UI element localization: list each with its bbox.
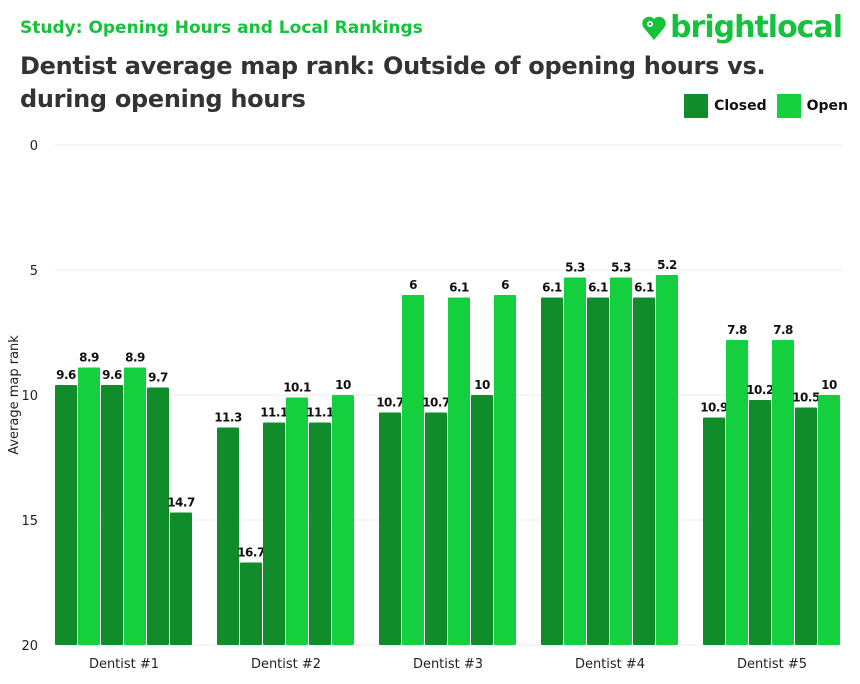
data-label: 6.1 (542, 281, 562, 295)
bar-open (494, 295, 516, 645)
legend-label: Closed (714, 98, 767, 114)
data-label: 7.8 (773, 323, 793, 337)
data-label: 6 (409, 278, 417, 292)
bar-closed (795, 407, 817, 645)
bar-closed (240, 562, 262, 645)
bar-open (610, 277, 632, 645)
bar-open (286, 397, 308, 645)
data-label: 10.7 (376, 396, 404, 410)
data-label: 6.1 (449, 281, 469, 295)
data-label: 8.9 (125, 351, 145, 365)
data-label: 9.6 (102, 368, 122, 382)
bar-closed (263, 422, 285, 645)
bar-closed (101, 385, 123, 645)
x-tick-label: Dentist #4 (575, 657, 645, 672)
data-label: 10.9 (700, 401, 728, 415)
bar-closed (55, 385, 77, 645)
y-tick-label: 0 (30, 139, 38, 154)
data-label: 7.8 (727, 323, 747, 337)
data-label: 11.1 (306, 406, 334, 420)
y-axis-label: Average map rank (7, 335, 22, 455)
legend-swatch-open (776, 94, 801, 118)
bar-closed (170, 512, 192, 645)
data-label: 10.5 (792, 391, 820, 405)
data-label: 10.7 (422, 396, 450, 410)
legend-open[interactable]: Open (776, 94, 848, 118)
bar-closed (587, 297, 609, 645)
data-label: 9.6 (56, 368, 76, 382)
bar-closed (749, 400, 771, 645)
data-label: 11.3 (214, 411, 242, 425)
bar-closed (147, 387, 169, 645)
legend-label: Open (806, 98, 848, 114)
data-label: 5.3 (611, 261, 631, 275)
bar-closed (633, 297, 655, 645)
bar-closed (471, 395, 493, 645)
chart-title: Dentist average map rank: Outside of ope… (20, 52, 766, 113)
legend: Closed Open (684, 94, 848, 118)
bar-closed (379, 412, 401, 645)
x-tick-label: Dentist #2 (251, 657, 321, 672)
bar-open (448, 297, 470, 645)
data-label: 11.1 (260, 406, 288, 420)
data-label: 10.1 (283, 381, 311, 395)
y-tick-label: 5 (30, 264, 38, 279)
data-label: 10 (335, 378, 351, 392)
bar-open (332, 395, 354, 645)
x-tick-label: Dentist #5 (737, 657, 807, 672)
y-tick-label: 20 (21, 639, 38, 654)
bar-closed (217, 427, 239, 645)
data-label: 16.7 (237, 546, 265, 560)
bar-open (726, 340, 748, 645)
logo-text: brightlocal (670, 10, 843, 45)
data-label: 6.1 (588, 281, 608, 295)
data-label: 10.2 (746, 383, 774, 397)
data-label: 8.9 (79, 351, 99, 365)
x-tick-label: Dentist #3 (413, 657, 483, 672)
bar-open (818, 395, 840, 645)
brightlocal-logo: brightlocal (641, 10, 843, 45)
legend-swatch-closed (684, 94, 709, 118)
bar-open (402, 295, 424, 645)
y-tick-label: 15 (21, 514, 38, 529)
data-label: 14.7 (167, 496, 195, 510)
bar-open (124, 367, 146, 645)
data-label: 9.7 (148, 371, 168, 385)
data-label: 10 (474, 378, 490, 392)
bar-closed (541, 297, 563, 645)
bar-open (78, 367, 100, 645)
data-label: 5.2 (657, 258, 677, 272)
heart-pin-icon (642, 16, 666, 40)
bar-open (564, 277, 586, 645)
data-label: 5.3 (565, 261, 585, 275)
x-tick-label: Dentist #1 (89, 657, 159, 672)
bar-open (772, 340, 794, 645)
bar-closed (309, 422, 331, 645)
bar-open (656, 275, 678, 645)
data-label: 6.1 (634, 281, 654, 295)
data-label: 10 (821, 378, 837, 392)
y-tick-label: 10 (21, 389, 38, 404)
legend-closed[interactable]: Closed (684, 94, 767, 118)
bar-closed (703, 417, 725, 645)
bar-closed (425, 412, 447, 645)
study-label: Study: Opening Hours and Local Rankings (20, 18, 423, 38)
data-label: 6 (501, 278, 509, 292)
